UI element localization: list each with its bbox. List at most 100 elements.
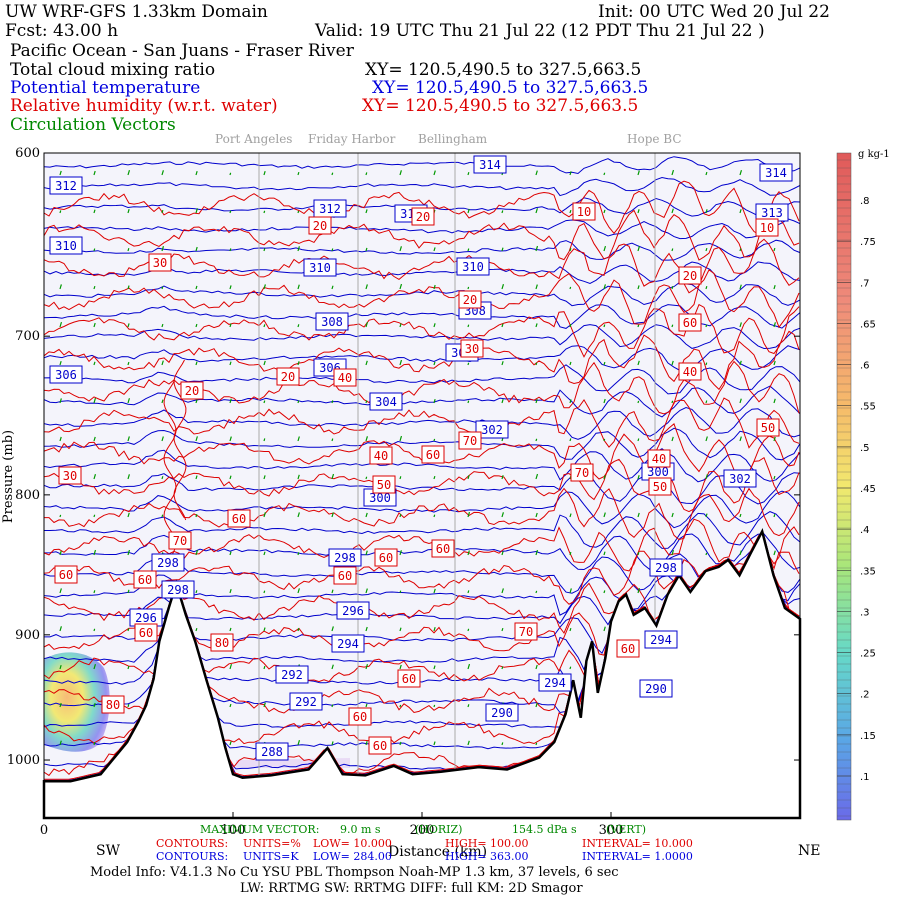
vector-arrow <box>569 627 572 632</box>
vector-arrow <box>263 627 266 632</box>
vector-arrow <box>637 170 640 176</box>
vector-arrow <box>93 628 96 632</box>
colorbar-tick-label: .8 <box>860 196 870 207</box>
vector-arrow <box>671 400 674 404</box>
rh-contours-high: HIGH= 100.00 <box>445 837 529 850</box>
svg-text:298: 298 <box>334 551 356 565</box>
vector-arrow <box>773 436 776 442</box>
vector-arrow <box>127 323 130 328</box>
vector-arrow <box>399 627 402 632</box>
vector-arrow <box>331 704 334 708</box>
theta-label: 296 <box>336 601 370 620</box>
vector-arrow <box>569 286 572 290</box>
vector-arrow <box>331 400 334 404</box>
vector-arrow <box>433 475 436 480</box>
vector-arrow <box>297 627 300 632</box>
theta-contours-interval: INTERVAL= 1.0000 <box>582 850 693 863</box>
vector-arrow <box>229 285 232 290</box>
model-title: UW WRF-GFS 1.33km Domain <box>5 2 268 22</box>
vector-arrow <box>637 246 641 252</box>
vector-arrow <box>569 438 572 442</box>
colorbar-tick-label: .3 <box>860 607 870 618</box>
vector-arrow <box>399 704 402 708</box>
vector-arrow <box>739 248 742 252</box>
vector-arrow <box>739 398 742 404</box>
vector-arrow <box>773 360 776 366</box>
vector-arrow <box>535 664 538 670</box>
rh-label: 60 <box>421 445 445 464</box>
vector-arrow <box>433 438 436 442</box>
theta-line <box>44 385 800 418</box>
rh-label: 60 <box>333 566 357 585</box>
vector-arrow <box>229 172 232 176</box>
vector-arrow <box>297 400 300 404</box>
vector-arrow <box>467 208 470 214</box>
vector-arrow <box>467 628 470 632</box>
vector-arrow <box>739 550 742 556</box>
vector-arrow <box>705 209 708 214</box>
vector-arrow <box>535 284 538 290</box>
vector-arrow <box>263 475 266 480</box>
vector-arrow <box>399 550 402 556</box>
svg-text:298: 298 <box>167 583 189 597</box>
vector-arrow <box>535 590 538 594</box>
svg-text:60: 60 <box>138 573 152 587</box>
vector-arrow <box>671 248 674 252</box>
colorbar-tick-label: .75 <box>860 237 876 248</box>
vector-arrow <box>365 476 368 480</box>
vector-arrow <box>705 286 708 290</box>
rh-contours-units: UNITS=% <box>243 837 301 850</box>
svg-text:60: 60 <box>621 642 635 656</box>
vector-arrow <box>365 550 368 556</box>
theta-line <box>44 218 800 240</box>
rh-contours-label: CONTOURS: <box>156 837 229 850</box>
vector-arrow <box>671 208 674 214</box>
theta-line <box>44 511 800 549</box>
vector-arrow <box>365 436 368 442</box>
vector-arrow <box>93 209 96 214</box>
vector-arrow <box>195 549 199 556</box>
svg-text:296: 296 <box>135 611 157 625</box>
svg-text:294: 294 <box>544 676 566 690</box>
vector-arrow <box>637 474 640 480</box>
rh-label: 50 <box>648 477 672 496</box>
theta-label: 306 <box>49 365 83 384</box>
vector-arrow <box>297 739 301 746</box>
vector-arrow <box>603 626 606 632</box>
vector-arrow <box>127 665 130 670</box>
vector-arrow <box>535 438 538 442</box>
vector-arrow <box>127 512 130 518</box>
left-end-label: SW <box>96 843 120 859</box>
rh-label: 60 <box>348 707 372 726</box>
rh-label: 70 <box>570 463 594 482</box>
vector-arrow <box>399 323 402 328</box>
svg-text:60: 60 <box>59 568 73 582</box>
vector-arrow <box>535 362 538 366</box>
theta-label: 314 <box>473 155 507 174</box>
vector-arrow <box>263 324 266 328</box>
theta-label: 290 <box>639 679 673 698</box>
rh-line <box>44 207 800 261</box>
vector-arrow <box>127 209 130 214</box>
rh-line <box>44 534 800 605</box>
svg-text:70: 70 <box>519 625 533 639</box>
y-tick-label: 1000 <box>7 753 40 768</box>
vector-arrow <box>331 664 334 670</box>
vector-arrow <box>93 514 96 518</box>
theta-label: 288 <box>255 742 289 761</box>
theta-line <box>44 239 800 261</box>
vector-arrow <box>195 361 198 366</box>
colorbar-tick-label: .25 <box>860 649 876 660</box>
vector-arrow <box>59 170 62 176</box>
rh-label: 60 <box>374 548 398 567</box>
theta-line <box>44 364 800 395</box>
vector-arrow <box>603 438 606 442</box>
rh-label: 20 <box>411 207 435 226</box>
vector-arrow <box>59 436 62 442</box>
max-vector-label: MAXIMUM VECTOR: <box>200 823 320 836</box>
vector-arrow <box>671 360 674 366</box>
vector-arrow <box>127 549 131 556</box>
field-vectors: Circulation Vectors <box>10 115 176 135</box>
x-axis: 0 100 200 300 <box>40 812 623 838</box>
